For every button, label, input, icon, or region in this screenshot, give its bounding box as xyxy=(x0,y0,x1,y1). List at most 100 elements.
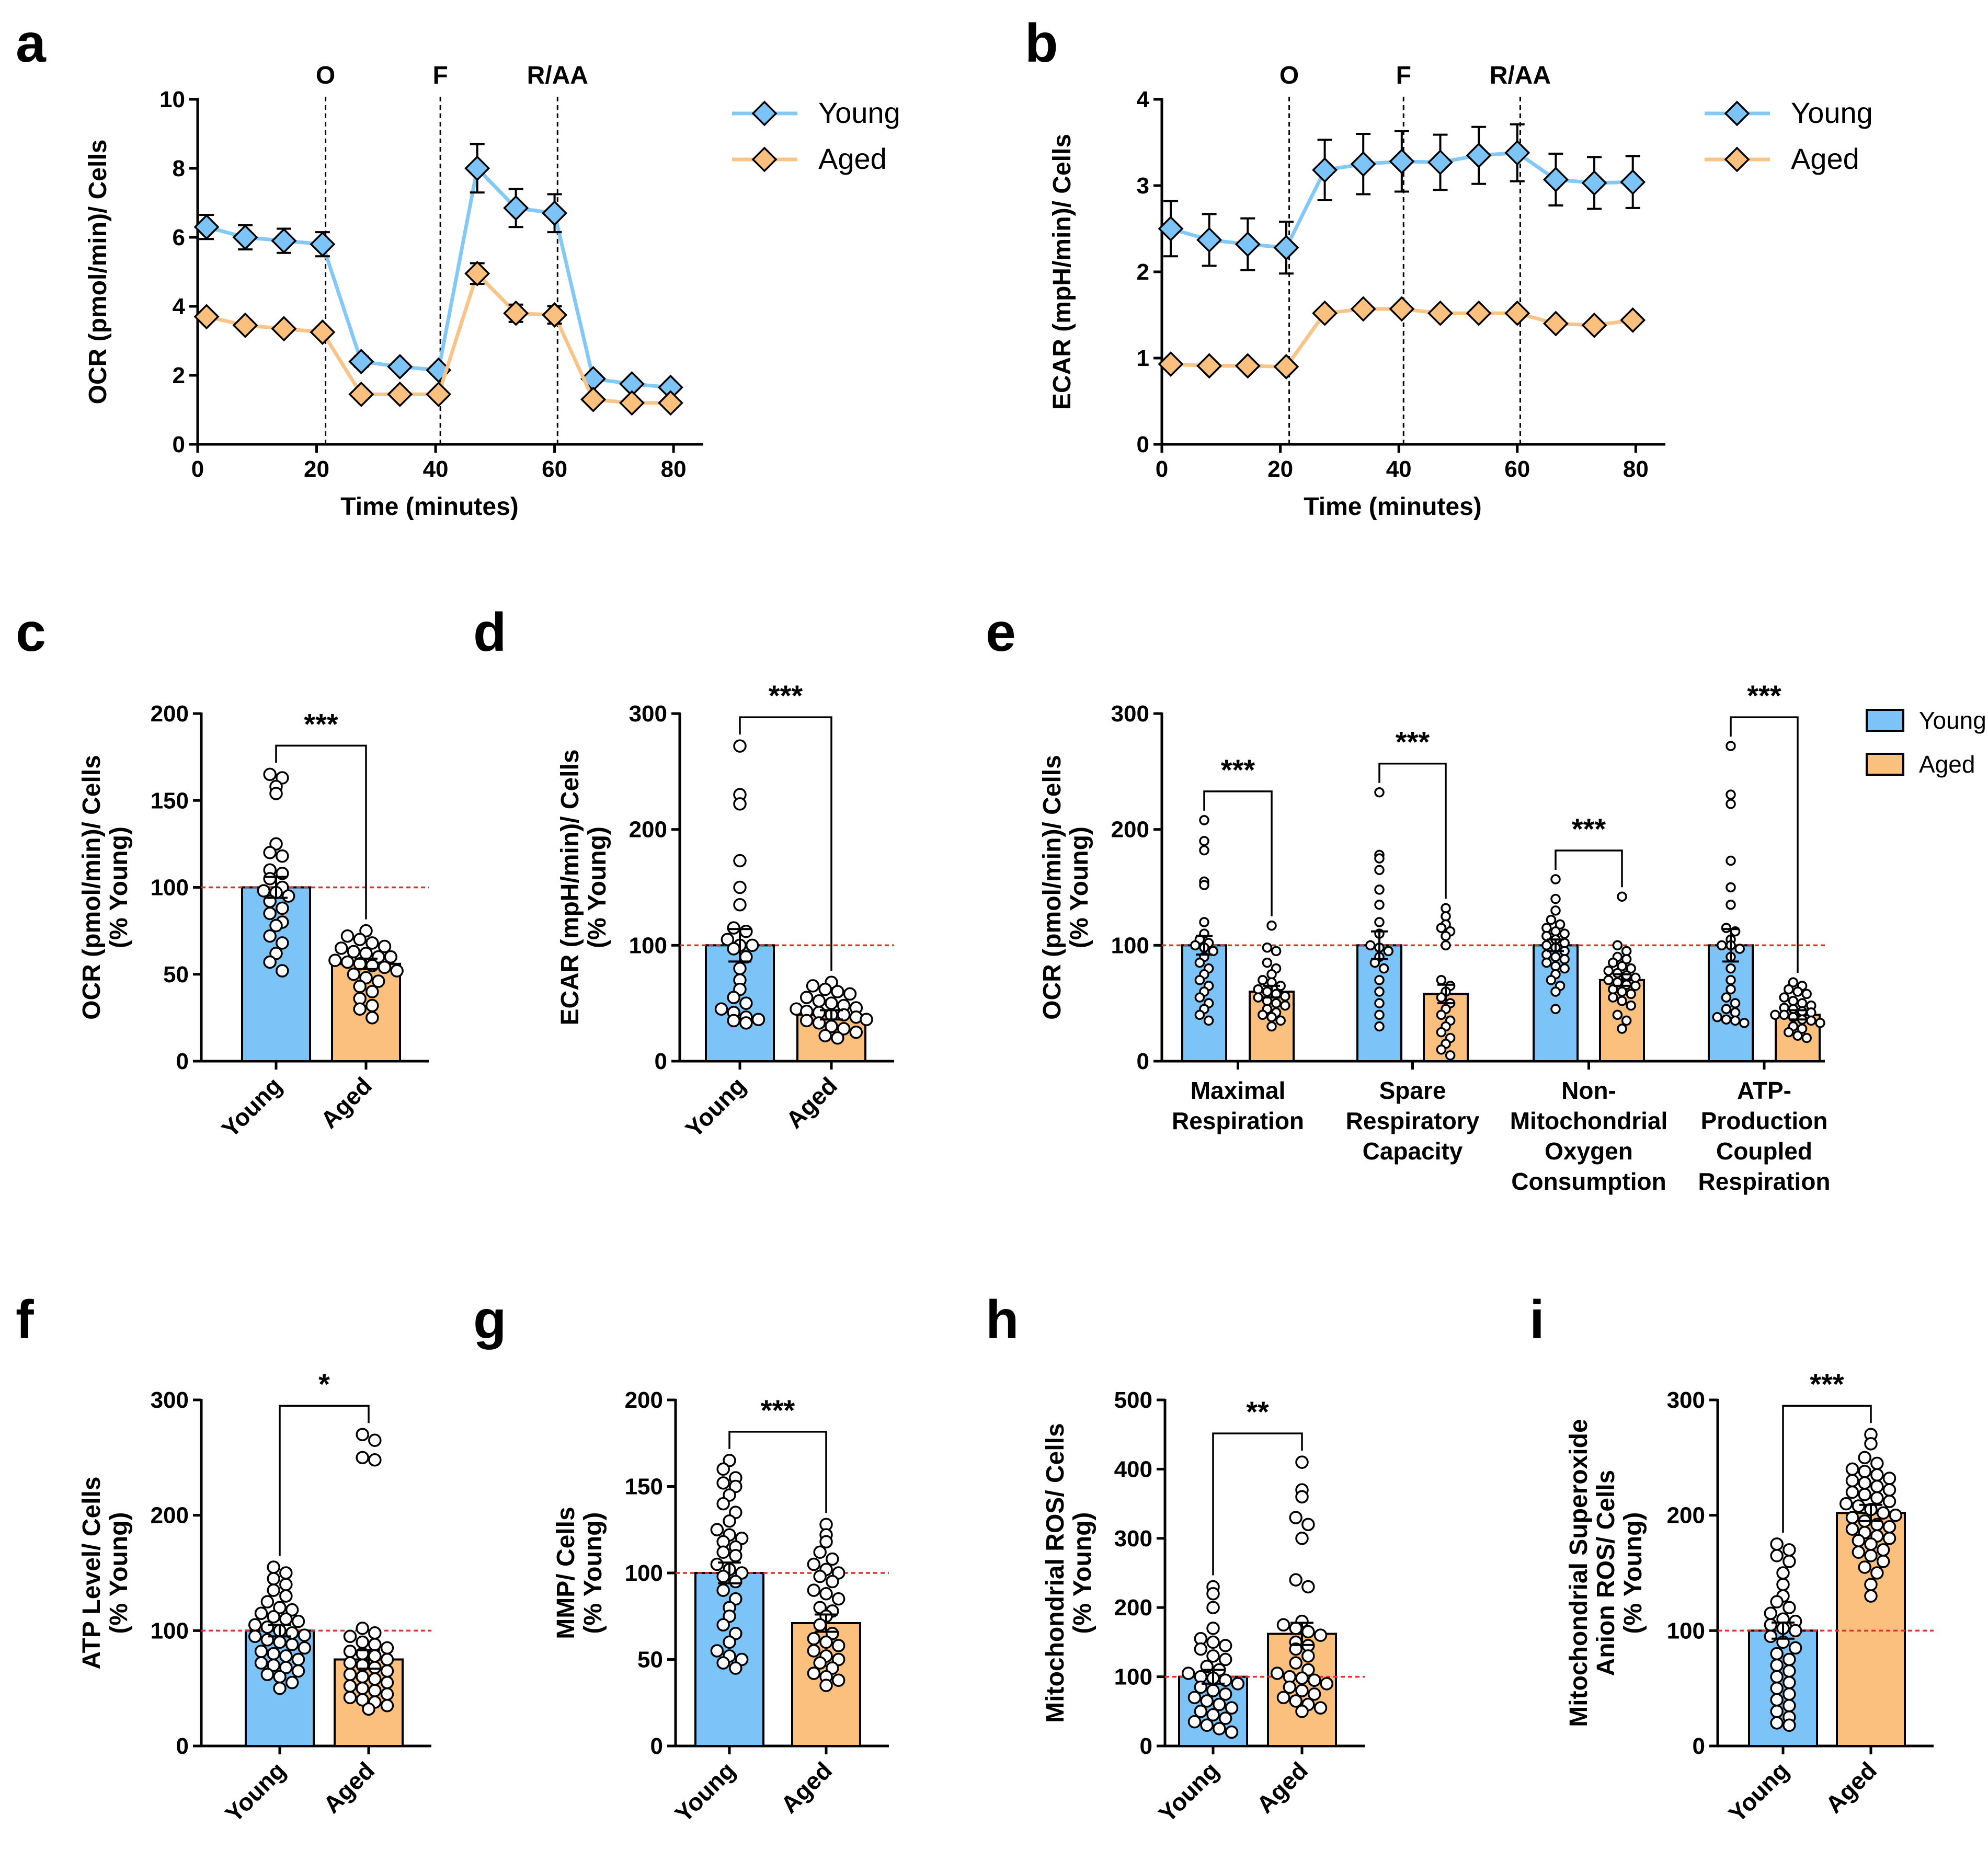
data-point xyxy=(806,979,820,993)
data-point xyxy=(1770,1693,1784,1707)
data-point xyxy=(1307,1687,1321,1701)
data-point xyxy=(716,1656,730,1670)
data-point xyxy=(1436,923,1447,933)
data-point xyxy=(1206,1587,1220,1601)
injection-label: O xyxy=(316,62,335,89)
data-point-aged xyxy=(271,316,297,342)
data-point xyxy=(1194,1705,1208,1718)
data-point xyxy=(1617,1024,1627,1034)
data-point xyxy=(1608,957,1618,968)
significance-bracket xyxy=(279,1405,370,1556)
data-point xyxy=(714,1002,728,1016)
data-point-aged xyxy=(1504,300,1530,326)
panel-f: f 0 100 200 300 ATP Level/ Cells (% Young) Youn… xyxy=(16,1290,431,1828)
y-tick-label: 8 xyxy=(173,156,185,181)
y-tick-label: 4 xyxy=(1137,87,1150,112)
data-point xyxy=(1289,1656,1303,1670)
category-label: ATP- xyxy=(1737,1077,1791,1104)
data-point xyxy=(1262,986,1273,997)
data-point xyxy=(1218,1639,1232,1652)
data-point xyxy=(1301,1625,1315,1639)
data-point xyxy=(1882,1472,1896,1485)
y-tick-label: 150 xyxy=(625,1474,663,1500)
y-tick-label: 0 xyxy=(650,1733,663,1759)
data-point xyxy=(356,1451,369,1465)
data-point xyxy=(365,985,379,998)
data-point xyxy=(1289,1622,1303,1635)
data-point xyxy=(347,945,361,959)
category-label: Young xyxy=(1153,1756,1225,1828)
data-point xyxy=(1313,1701,1328,1715)
data-point-aged xyxy=(619,390,645,416)
data-point xyxy=(1546,975,1557,985)
data-point xyxy=(1770,1647,1784,1661)
data-point-aged xyxy=(193,304,220,330)
legend-marker xyxy=(751,146,778,173)
data-point xyxy=(279,1566,293,1580)
data-point xyxy=(1301,1649,1315,1663)
data-point xyxy=(1206,1649,1220,1663)
data-point-aged xyxy=(348,381,374,407)
data-point xyxy=(819,1635,833,1649)
data-point xyxy=(328,953,342,967)
y-axis-title: Anion ROS/ Cells xyxy=(1592,1470,1620,1676)
y-tick-label: 200 xyxy=(1111,817,1149,843)
data-point xyxy=(1882,1532,1896,1545)
data-point xyxy=(1806,1007,1816,1018)
data-point xyxy=(1870,1479,1884,1493)
data-point xyxy=(267,1583,280,1597)
data-point-young xyxy=(1581,170,1607,196)
data-point-aged xyxy=(1158,351,1184,377)
x-axis-title: Time (minutes) xyxy=(1304,493,1482,521)
data-point xyxy=(1852,1499,1866,1513)
data-point-aged xyxy=(1543,311,1569,337)
data-point xyxy=(1621,946,1632,957)
data-point xyxy=(819,1535,833,1549)
data-point xyxy=(347,968,361,981)
data-point xyxy=(368,1672,382,1686)
data-point xyxy=(807,1557,821,1571)
data-point xyxy=(1295,1490,1309,1504)
y-tick-label: 0 xyxy=(655,1049,667,1074)
y-tick-label: 0 xyxy=(176,1049,189,1074)
data-point xyxy=(1726,799,1736,809)
data-point xyxy=(831,1592,846,1606)
data-point xyxy=(334,941,348,955)
data-point xyxy=(1218,1687,1232,1701)
data-point-aged xyxy=(232,312,258,338)
data-point xyxy=(1436,1009,1447,1020)
y-tick-label: 300 xyxy=(629,701,667,727)
data-point xyxy=(1374,1009,1385,1020)
data-point xyxy=(1559,928,1570,939)
data-point xyxy=(359,924,373,938)
y-axis-title: (% Young) xyxy=(105,826,133,948)
data-point xyxy=(380,1699,394,1713)
data-point xyxy=(1734,944,1745,954)
data-point xyxy=(813,1569,827,1583)
data-point xyxy=(716,1462,730,1476)
data-point xyxy=(1199,836,1209,846)
data-point xyxy=(733,797,747,811)
significance-label: * xyxy=(318,1368,330,1400)
data-point xyxy=(826,1552,839,1566)
y-axis-title: MMP/ Cells xyxy=(552,1507,580,1639)
data-point xyxy=(276,771,289,785)
data-point xyxy=(1788,1004,1799,1014)
significance-label: *** xyxy=(1221,753,1255,786)
injection-label: F xyxy=(1396,62,1411,89)
data-point xyxy=(1870,1468,1884,1482)
data-point xyxy=(279,1612,293,1626)
data-point xyxy=(1378,963,1389,974)
data-point xyxy=(727,991,740,1004)
data-point xyxy=(263,955,277,969)
data-point-aged xyxy=(1620,307,1646,333)
data-point-young xyxy=(1389,148,1415,175)
data-point xyxy=(1276,1618,1290,1632)
y-axis-title: (% Young) xyxy=(579,1512,607,1634)
data-point xyxy=(1779,1009,1789,1020)
data-point xyxy=(1770,1670,1784,1684)
data-point xyxy=(739,996,753,1010)
data-point xyxy=(1441,930,1451,941)
data-point xyxy=(1206,1684,1220,1697)
x-tick-label: 60 xyxy=(542,456,567,482)
